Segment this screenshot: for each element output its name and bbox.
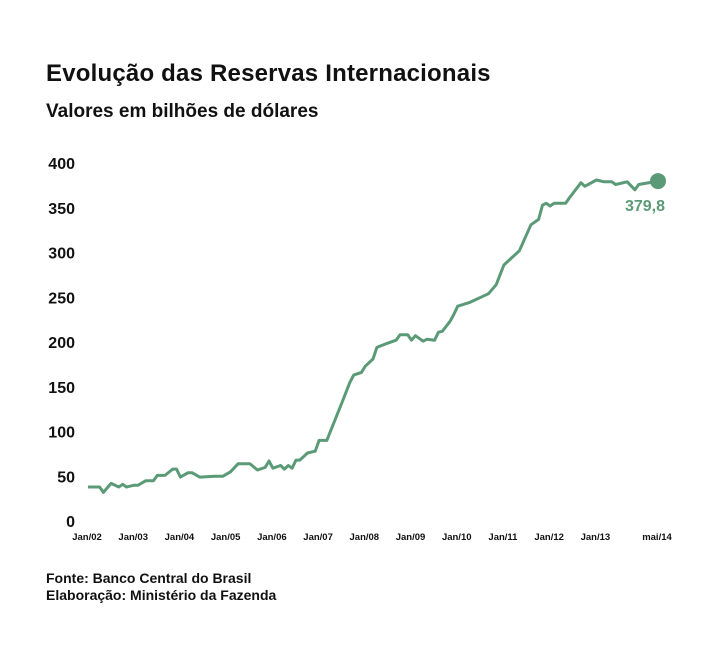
credit-note: Elaboração: Ministério da Fazenda — [46, 587, 277, 603]
x-tick-label: Jan/07 — [303, 532, 333, 543]
x-tick-label: Jan/08 — [350, 532, 380, 543]
y-tick-label: 250 — [48, 290, 75, 307]
y-tick-label: 400 — [48, 156, 75, 173]
reserves-line — [88, 178, 659, 494]
y-tick-label: 350 — [48, 201, 75, 218]
x-tick-label: Jan/13 — [581, 532, 611, 543]
endpoint-marker — [650, 173, 666, 190]
chart-title: Evolução das Reservas Internacionais — [46, 60, 491, 87]
y-tick-label: 150 — [48, 380, 75, 397]
x-tick-label: Jan/10 — [442, 532, 472, 543]
y-tick-label: 200 — [48, 335, 75, 352]
chart-subtitle: Valores em bilhões de dólares — [46, 101, 319, 122]
x-tick-label: Jan/09 — [396, 532, 426, 543]
x-tick-label: Jan/12 — [534, 532, 564, 543]
x-tick-label: Jan/03 — [118, 532, 148, 543]
endpoint-value-label: 379,8 — [625, 198, 665, 215]
x-tick-label: Jan/05 — [211, 532, 241, 543]
y-tick-label: 50 — [57, 469, 75, 486]
x-tick-label: Jan/04 — [165, 532, 195, 543]
x-tick-label: Jan/06 — [257, 532, 287, 543]
x-tick-label: mai/14 — [642, 532, 672, 543]
x-tick-label: Jan/11 — [488, 532, 518, 543]
source-note: Fonte: Banco Central do Brasil — [46, 570, 252, 586]
y-tick-label: 0 — [66, 514, 75, 531]
y-tick-label: 100 — [48, 425, 75, 442]
x-tick-label: Jan/02 — [72, 532, 102, 543]
y-tick-label: 300 — [48, 246, 75, 263]
